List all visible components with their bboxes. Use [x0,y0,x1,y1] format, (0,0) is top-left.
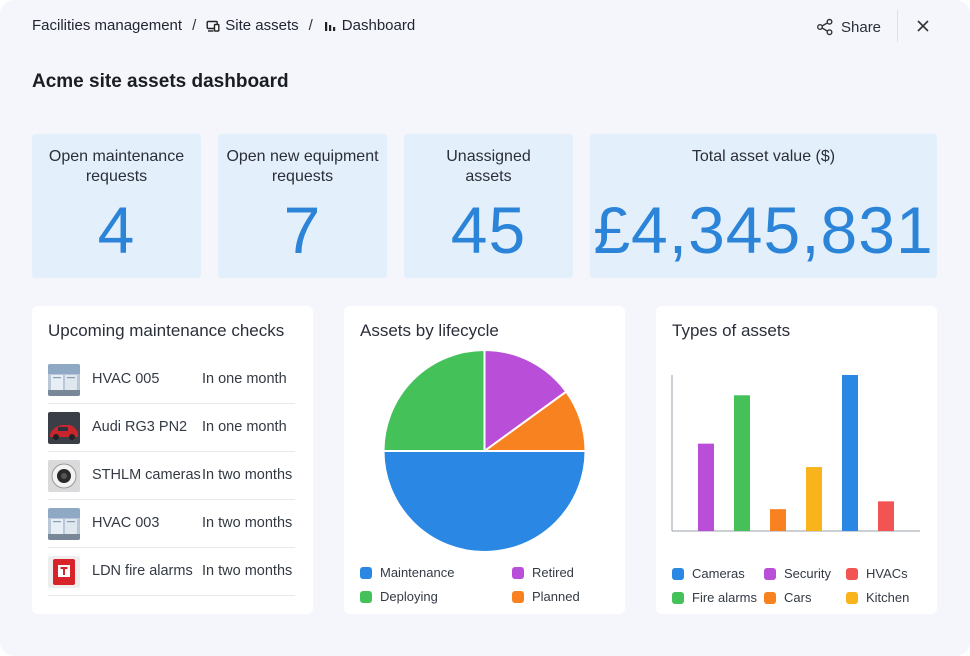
list-item[interactable]: STHLM cameras In two months [48,452,295,500]
legend-label: Cameras [692,566,745,581]
lifecycle-pie-chart [382,348,587,553]
legend-swatch [846,567,858,580]
breadcrumb-separator: / [308,17,313,34]
bar-cameras[interactable] [842,375,858,531]
legend-swatch [360,566,372,579]
stat-value: 45 [450,193,527,267]
stat-label: Open new equipment requests [226,148,379,185]
asset-name: HVAC 003 [92,515,160,531]
due-date: In two months [202,515,293,531]
due-date: In one month [202,371,287,387]
stat-label: Total asset value ($) [691,148,836,165]
card-title: Assets by lifecycle [360,321,499,340]
legend-kitchen: Kitchen [846,590,909,605]
legend-label: Retired [532,565,574,580]
due-date: In one month [202,419,287,435]
stat-value: 7 [283,193,322,267]
stat-card-total-asset-value[interactable]: Total asset value ($) £4,345,831 [590,134,937,278]
bar-security[interactable] [698,443,714,531]
legend-label: Security [784,566,831,581]
list-item[interactable]: HVAC 003 In two months [48,500,295,548]
stat-card-maintenance-requests[interactable]: Open maintenance requests 4 [32,134,201,278]
top-bar: Facilities management / Site assets / Da… [0,0,970,52]
legend-swatch [512,590,524,603]
legend-swatch [360,590,372,603]
close-button[interactable] [912,15,934,37]
stat-value: 4 [97,193,136,267]
camera-thumbnail [48,460,80,492]
legend-swatch [672,591,684,604]
page-title: Acme site assets dashboard [32,71,289,92]
legend-label: Kitchen [866,590,910,605]
pie-slice-maintenance[interactable] [382,450,587,553]
legend-planned: Planned [512,589,580,604]
car-thumbnail [48,412,80,444]
asset-name: HVAC 005 [92,371,160,387]
card-title: Types of assets [672,321,791,340]
asset-name: Audi RG3 PN2 [92,419,188,435]
legend-label: Planned [532,589,580,604]
legend-cars: Cars [764,590,811,605]
legend-deploying: Deploying [360,589,438,604]
stat-label: Open maintenance requests [48,148,185,185]
due-date: In two months [202,563,293,579]
close-icon [917,20,929,32]
stat-value: £4,345,831 [593,193,934,267]
list-item[interactable]: HVAC 005 In one month [48,356,295,404]
stat-card-unassigned-assets[interactable]: Unassigned assets 45 [404,134,573,278]
legend-swatch [764,567,776,580]
legend-swatch [764,591,776,604]
breadcrumb-item-site-assets[interactable]: Site assets [225,17,299,34]
due-date: In two months [202,467,293,483]
breadcrumb-item-facilities[interactable]: Facilities management [32,17,183,34]
bar-kitchen[interactable] [806,467,822,531]
legend-cameras: Cameras [672,566,745,581]
legend-hvacs: HVACs [846,566,908,581]
legend-retired: Retired [512,565,574,580]
list-item[interactable]: LDN fire alarms In two months [48,548,295,596]
legend-swatch [846,591,858,604]
devices-icon [206,19,220,33]
breadcrumb: Facilities management / Site assets / Da… [32,17,415,34]
hvac-thumbnail [48,364,80,396]
pie-slice-deploying[interactable] [382,348,486,452]
assets-by-lifecycle-card: Assets by lifecycle Maintenance Retired … [344,306,625,614]
legend-label: HVACs [866,566,908,581]
breadcrumb-item-dashboard: Dashboard [341,17,416,34]
bar-hvacs[interactable] [878,501,894,531]
types-of-assets-card: Types of assets Cameras Security HVACs F… [656,306,937,614]
asset-types-bar-chart [671,375,920,532]
header-divider [897,10,898,42]
asset-name: STHLM cameras [92,467,201,483]
breadcrumb-separator: / [192,17,197,34]
share-label: Share [841,18,882,36]
asset-name: LDN fire alarms [92,563,193,579]
legend-fire-alarms: Fire alarms [672,590,757,605]
legend-label: Maintenance [380,565,455,580]
fire-alarm-thumbnail [48,556,80,588]
bar-cars[interactable] [770,509,786,531]
legend-label: Cars [784,590,812,605]
legend-maintenance: Maintenance [360,565,454,580]
list-item[interactable]: Audi RG3 PN2 In one month [48,404,295,452]
legend-label: Fire alarms [692,590,758,605]
stat-card-equipment-requests[interactable]: Open new equipment requests 7 [218,134,387,278]
legend-swatch [672,567,684,580]
stat-label: Unassigned assets [446,148,531,185]
legend-label: Deploying [380,589,438,604]
card-title: Upcoming maintenance checks [48,321,285,340]
pie-slice-retired[interactable] [483,348,568,453]
hvac-thumbnail [48,508,80,540]
legend-security: Security [764,566,831,581]
bar-fire-alarms[interactable] [734,395,750,531]
share-button[interactable]: Share [816,16,881,38]
bar-chart-icon [323,19,337,33]
legend-swatch [512,566,524,579]
maintenance-checks-card: Upcoming maintenance checks HVAC 005 In … [32,306,313,614]
share-icon [816,18,834,36]
